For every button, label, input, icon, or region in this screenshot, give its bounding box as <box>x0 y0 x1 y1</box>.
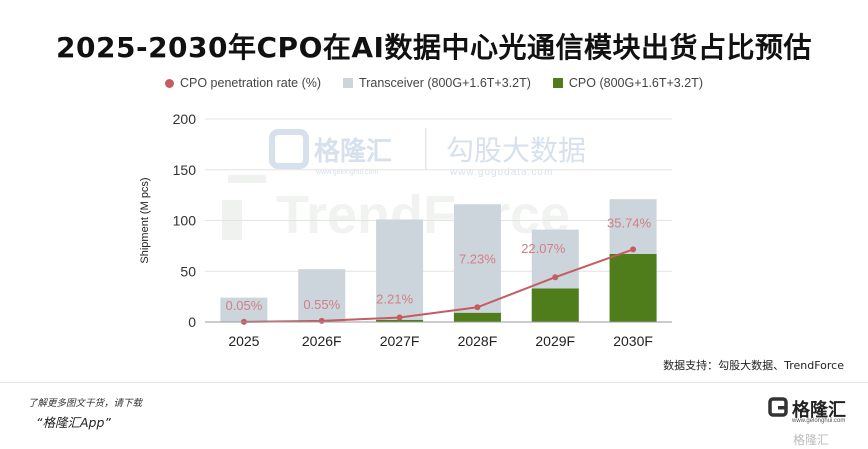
y-tick-label: 200 <box>173 111 197 127</box>
penetration-point <box>474 304 480 310</box>
chart-canvas: TrendForce 格隆汇 www.gelonghui.com 勾股大数据 w… <box>0 0 868 380</box>
corner-watermark: 格隆汇 <box>793 431 829 448</box>
footer-banner: 了解更多图文干货，请下载 “格隆汇App” 格隆汇 www.gelonghui.… <box>0 382 868 449</box>
source-note: 数据支持：勾股大数据、TrendForce <box>663 357 844 373</box>
transceiver-bar-2026f <box>298 269 345 322</box>
glh-watermark: 格隆汇 www.gelonghui.com 勾股大数据 www.gogudata… <box>272 128 586 178</box>
ggds-watermark-url: www.gogudata.com <box>449 167 553 178</box>
glh-watermark-logo-icon <box>272 132 306 166</box>
penetration-point <box>397 315 403 321</box>
x-tick-label: 2029F <box>535 333 575 349</box>
y-tick-label: 0 <box>188 314 196 330</box>
cpo-bar-2029f <box>532 289 579 322</box>
cpo-bar-2028f <box>454 313 501 322</box>
penetration-data-label: 7.23% <box>459 251 496 266</box>
x-tick-label: 2028F <box>458 333 498 349</box>
cpo-bar-2030f <box>610 254 657 322</box>
x-tick-label: 2026F <box>302 333 342 349</box>
watermark-divider <box>425 128 427 170</box>
gridlines <box>205 119 672 322</box>
promo-line-1: 了解更多图文干货，请下载 <box>28 395 142 409</box>
penetration-data-label: 0.05% <box>225 298 262 313</box>
y-tick-label: 150 <box>173 162 197 178</box>
penetration-point <box>319 318 325 324</box>
transceiver-bar-2027f <box>376 219 423 322</box>
x-tick-label: 2025 <box>228 333 259 349</box>
trendforce-logo-mark <box>228 175 266 183</box>
penetration-data-label: 2.21% <box>376 292 413 307</box>
promo-line-2[interactable]: “格隆汇App” <box>36 412 111 431</box>
ggds-watermark-name: 勾股大数据 <box>446 134 586 167</box>
glh-logo-icon <box>768 397 788 417</box>
y-tick-label: 50 <box>180 263 196 279</box>
penetration-data-label: 22.07% <box>521 241 566 256</box>
glh-watermark-name: 格隆汇 <box>314 136 392 167</box>
penetration-data-label: 35.74% <box>607 215 652 230</box>
glh-logo-url: www.gelonghui.com <box>792 418 845 424</box>
penetration-data-label: 0.55% <box>303 297 340 312</box>
penetration-point <box>552 274 558 280</box>
y-axis-label: Shipment (M pcs) <box>139 177 151 263</box>
x-tick-label: 2027F <box>380 333 420 349</box>
x-tick-label: 2030F <box>613 333 653 349</box>
y-tick-label: 100 <box>173 213 197 229</box>
penetration-point <box>630 246 636 252</box>
